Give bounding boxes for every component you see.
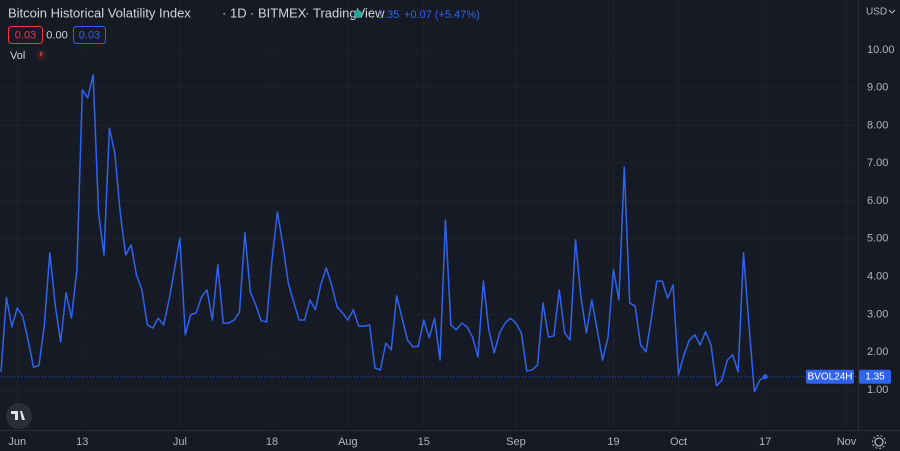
x-tick-label: Sep	[506, 436, 526, 448]
y-tick-label: 10.00	[867, 44, 895, 56]
x-tick-label: 15	[418, 436, 430, 448]
last-value: 1.35	[378, 9, 399, 21]
price-tag	[859, 369, 891, 384]
settings-icon[interactable]	[874, 437, 884, 447]
last-point	[762, 374, 768, 380]
symbol-tag-label: BVOL24H	[807, 371, 852, 382]
currency-caret	[888, 9, 896, 14]
x-tick-label: Nov	[837, 436, 857, 448]
x-tick-label: Aug	[338, 436, 358, 448]
x-tick-label: 19	[607, 436, 619, 448]
y-tick-label: 4.00	[867, 270, 888, 282]
settings-icon-teeth	[872, 435, 886, 449]
button-label[interactable]: 0.03	[15, 29, 36, 41]
price-tag-label: 1.35	[865, 371, 885, 382]
y-tick-label: 2.00	[867, 346, 888, 358]
y-tick-label: 5.00	[867, 233, 888, 245]
change: +0.07 (+5.47%)	[404, 9, 480, 21]
button[interactable]	[73, 26, 106, 44]
market-status	[354, 10, 362, 18]
separator: ·	[250, 5, 254, 20]
y-tick-label: 6.00	[867, 195, 888, 207]
x-tick-label: Oct	[670, 436, 687, 448]
y-tick-label: 7.00	[867, 157, 888, 169]
separator: ·	[305, 5, 309, 20]
grid	[0, 0, 858, 430]
x-tick-label: 18	[266, 436, 278, 448]
logo-background[interactable]	[6, 403, 32, 429]
button-label[interactable]: 0.00	[46, 29, 67, 41]
axes: 1.00 2.00 3.00 4.00 5.00 6.00 7.00 8.00 9.00 10.0…	[8, 44, 894, 448]
y-tick-label: 1.00	[867, 384, 888, 396]
separator: ·	[222, 5, 226, 20]
button[interactable]	[8, 26, 43, 44]
currency[interactable]: USD	[866, 7, 887, 18]
interval: 1D	[230, 5, 247, 20]
logo	[11, 411, 25, 420]
volume-label: Vol	[10, 50, 25, 62]
x-tick-label: Jul	[173, 436, 187, 448]
exchange: BITMEX	[258, 5, 307, 20]
source: TradingView	[313, 5, 385, 20]
line-series	[0, 74, 766, 393]
chart-title: Bitcoin Historical Volatility Index	[8, 5, 191, 20]
button-label[interactable]: 0.03	[79, 29, 100, 41]
y-tick-label: 9.00	[867, 82, 888, 94]
symbol-tag	[806, 369, 854, 384]
x-tick-label: 17	[759, 436, 771, 448]
y-tick-label: 8.00	[867, 119, 888, 131]
x-tick-label: 13	[76, 436, 88, 448]
x-tick-label: Jun	[8, 436, 26, 448]
plot	[0, 74, 858, 393]
y-tick-label: 3.00	[867, 308, 888, 320]
